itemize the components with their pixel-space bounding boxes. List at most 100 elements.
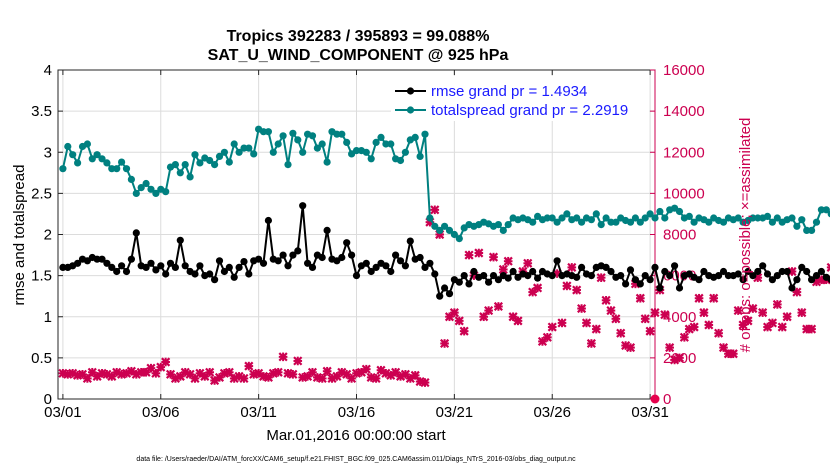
series-point-0 bbox=[318, 253, 326, 262]
series-point-1 bbox=[455, 235, 463, 243]
series-point-1 bbox=[431, 222, 439, 230]
obs-assimilated-point bbox=[454, 316, 464, 326]
x-tick-label: 03/31 bbox=[631, 404, 669, 421]
series-point-1 bbox=[274, 140, 282, 148]
obs-assimilated-point bbox=[205, 367, 215, 377]
series-point-0 bbox=[759, 262, 767, 270]
obs-assimilated-point bbox=[704, 320, 714, 330]
series-point-0 bbox=[617, 272, 625, 280]
x-tick-label: 03/21 bbox=[436, 404, 474, 421]
y-right-tick-label: 14000 bbox=[663, 103, 705, 120]
series-point-1 bbox=[215, 152, 224, 160]
series-point-1 bbox=[396, 156, 405, 165]
x-tick-label: 03/06 bbox=[142, 404, 180, 421]
obs-assimilated-point bbox=[826, 262, 830, 272]
series-point-0 bbox=[808, 276, 816, 284]
series-point-0 bbox=[788, 284, 796, 292]
series-point-0 bbox=[122, 267, 131, 276]
series-point-0 bbox=[666, 272, 674, 280]
series-point-0 bbox=[245, 270, 253, 278]
series-point-0 bbox=[348, 251, 356, 259]
series-point-1 bbox=[127, 175, 135, 183]
series-point-0 bbox=[436, 292, 444, 300]
y-axis-ticks: 0 0.5 1 1.5 2 2.5 3 3.5 4 bbox=[31, 62, 63, 408]
obs-assimilated-point bbox=[278, 352, 288, 362]
series-point-1 bbox=[294, 136, 302, 144]
data-file-footnote: data file: /Users/raeder/DAI/ATM_forcXX/… bbox=[136, 456, 576, 463]
series-point-1 bbox=[59, 165, 67, 173]
series-point-0 bbox=[675, 284, 684, 292]
series-point-0 bbox=[338, 253, 346, 262]
series-point-1 bbox=[587, 216, 596, 224]
series-point-1 bbox=[529, 218, 537, 226]
series-point-1 bbox=[768, 218, 777, 226]
series-point-1 bbox=[83, 140, 91, 148]
series-point-1 bbox=[313, 144, 321, 152]
series-point-0 bbox=[166, 259, 175, 267]
obs-assimilated-point bbox=[782, 312, 792, 322]
series-point-0 bbox=[636, 280, 644, 288]
series-point-1 bbox=[98, 155, 106, 163]
series-point-0 bbox=[127, 255, 135, 263]
series-point-1 bbox=[416, 152, 424, 160]
obs-assimilated-point bbox=[562, 281, 572, 291]
series-point-0 bbox=[426, 259, 434, 267]
series-point-1 bbox=[553, 218, 561, 226]
series-point-0 bbox=[274, 257, 282, 265]
series-point-0 bbox=[421, 263, 429, 271]
series-point-0 bbox=[553, 257, 561, 265]
x-tick-label: 03/01 bbox=[44, 404, 82, 421]
obs-assimilated-point bbox=[714, 328, 724, 338]
obs-assimilated-point bbox=[665, 343, 675, 353]
series-point-0 bbox=[749, 272, 757, 280]
series-point-0 bbox=[534, 274, 542, 282]
series-point-0 bbox=[763, 270, 772, 278]
obs-assimilated-point bbox=[601, 295, 611, 305]
y-tick-label: 0.5 bbox=[31, 350, 52, 367]
series-point-1 bbox=[499, 226, 507, 234]
series-point-0 bbox=[739, 276, 747, 284]
series-point-0 bbox=[798, 263, 806, 271]
chart-title: Tropics 392283 / 395893 = 99.088% bbox=[227, 28, 490, 45]
obs-assimilated-point bbox=[694, 293, 704, 303]
series-point-0 bbox=[744, 267, 752, 276]
series-point-1 bbox=[186, 173, 194, 181]
series-point-1 bbox=[299, 148, 307, 156]
series-point-1 bbox=[69, 151, 77, 159]
y-tick-label: 3.5 bbox=[31, 103, 52, 120]
series-point-0 bbox=[289, 251, 297, 259]
series-point-0 bbox=[416, 253, 424, 262]
series-point-0 bbox=[299, 202, 307, 210]
y-right-tick-label: 8000 bbox=[663, 227, 696, 244]
series-point-1 bbox=[763, 212, 772, 220]
series-point-1 bbox=[719, 218, 728, 226]
series-point-0 bbox=[445, 290, 454, 298]
series-point-1 bbox=[631, 214, 640, 222]
obs-assimilated-point bbox=[302, 371, 313, 381]
series-point-0 bbox=[108, 263, 116, 271]
series-point-0 bbox=[152, 266, 160, 274]
obs-assimilated-point bbox=[674, 353, 685, 363]
obs-assimilated-point bbox=[513, 316, 523, 326]
obs-assimilated-point bbox=[440, 338, 450, 349]
series-point-1 bbox=[636, 218, 644, 226]
obs-assimilated-point bbox=[488, 252, 499, 262]
series-point-0 bbox=[220, 267, 228, 276]
obs-assimilated-point bbox=[591, 324, 601, 334]
series-point-0 bbox=[343, 239, 351, 247]
series-point-0 bbox=[695, 276, 703, 284]
series-point-0 bbox=[812, 272, 821, 280]
series-point-1 bbox=[230, 140, 238, 148]
obs-assimilated-point bbox=[679, 332, 689, 342]
obs-assimilated-point bbox=[161, 357, 171, 367]
series-point-1 bbox=[450, 230, 458, 239]
obs-assimilated-point bbox=[342, 369, 352, 379]
series-point-1 bbox=[132, 189, 140, 197]
x-axis-ticks: 03/01 03/06 03/11 03/16 03/21 03/26 03/31 bbox=[44, 70, 669, 421]
obs-assimilated-point bbox=[547, 322, 557, 332]
legend-rmse-label: rmse grand pr = 1.4934 bbox=[431, 83, 587, 100]
y-right-tick-label: 4000 bbox=[663, 309, 696, 326]
series-point-0 bbox=[176, 236, 184, 244]
series-point-1 bbox=[211, 161, 219, 169]
obs-assimilated-point bbox=[748, 303, 758, 314]
